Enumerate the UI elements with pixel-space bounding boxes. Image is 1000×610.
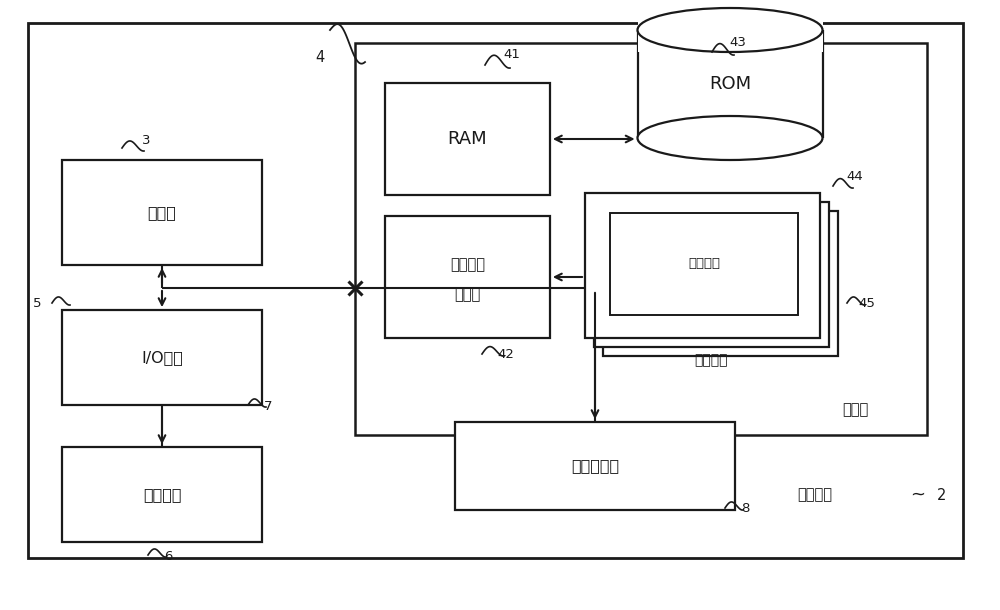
Text: 4: 4 — [315, 51, 325, 65]
Text: ROM: ROM — [709, 75, 751, 93]
Text: 处理器: 处理器 — [148, 205, 176, 220]
Bar — [610, 213, 798, 315]
Text: RAM: RAM — [448, 130, 487, 148]
Bar — [455, 422, 735, 510]
Text: 45: 45 — [859, 298, 875, 310]
Bar — [594, 202, 829, 347]
Text: 网络适配器: 网络适配器 — [571, 459, 619, 473]
Bar — [638, 8, 822, 52]
Text: 5: 5 — [33, 298, 41, 310]
Ellipse shape — [638, 8, 822, 52]
Text: 42: 42 — [498, 348, 514, 362]
Text: 3: 3 — [142, 134, 150, 148]
Text: 外部设备: 外部设备 — [143, 487, 181, 502]
Text: I/O接口: I/O接口 — [141, 350, 183, 365]
Ellipse shape — [638, 116, 822, 160]
Text: ~: ~ — [910, 486, 926, 504]
Bar — [385, 216, 550, 338]
Bar — [585, 193, 820, 338]
Text: 6: 6 — [164, 550, 172, 562]
Text: 存储器: 存储器 — [454, 287, 481, 303]
Bar — [28, 23, 963, 558]
Bar — [355, 43, 927, 435]
Text: 44: 44 — [847, 171, 863, 184]
Bar — [62, 447, 262, 542]
Text: 2: 2 — [937, 487, 947, 503]
Text: 41: 41 — [504, 49, 520, 62]
Text: 电子设备: 电子设备 — [798, 487, 832, 503]
Text: 高速缓存: 高速缓存 — [450, 257, 485, 273]
Text: 7: 7 — [264, 400, 272, 412]
Text: 程序工具: 程序工具 — [695, 353, 728, 367]
Bar — [385, 83, 550, 195]
Bar — [603, 211, 838, 356]
Text: 存储器: 存储器 — [842, 403, 868, 417]
Bar — [62, 310, 262, 405]
Text: 43: 43 — [730, 37, 746, 49]
Bar — [62, 160, 262, 265]
Text: 程序模块: 程序模块 — [688, 257, 720, 270]
Text: 8: 8 — [741, 503, 749, 515]
